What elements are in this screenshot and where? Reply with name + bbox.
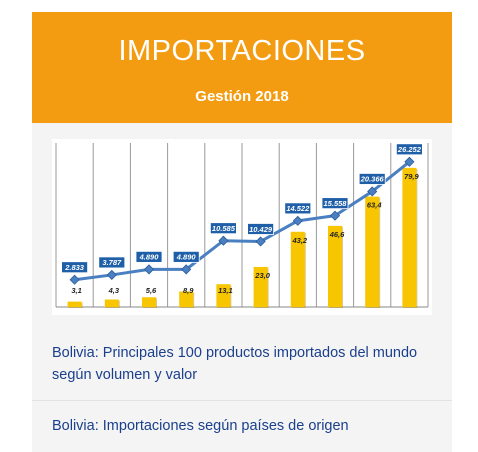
bar-value-label: 3,1: [71, 286, 81, 295]
line-value-label: 20.366: [360, 175, 385, 184]
link-imports-by-country[interactable]: Bolivia: Importaciones según países de o…: [52, 418, 349, 434]
line-point: [143, 264, 155, 275]
line-label-box: [98, 256, 126, 269]
line-point: [329, 210, 341, 221]
page-subtitle: Gestión 2018: [195, 88, 289, 105]
line-value-label: 2.833: [64, 263, 85, 272]
line-label-box: [209, 222, 237, 235]
line-label-box: [61, 261, 89, 274]
line-value-label: 26.252: [397, 145, 422, 154]
series-line: [74, 160, 411, 282]
card-header: IMPORTACIONES Gestión 2018: [32, 12, 452, 123]
line-label-box: [358, 173, 386, 185]
imports-chart: 3,1 4,3 5,6 8,9 13,1 23,0 43,2 46,6 63,4 79,9 2.83…: [52, 139, 432, 315]
bar: [328, 225, 342, 307]
bar: [216, 284, 231, 307]
line-value-label: 3.787: [102, 258, 122, 267]
line-point: [69, 274, 80, 285]
bar-value-label: 46,6: [329, 230, 345, 239]
line-point: [181, 264, 192, 275]
line-point: [218, 235, 229, 246]
line-label-box: [135, 250, 163, 263]
bar-value-label: 43,2: [291, 236, 307, 245]
line-point: [367, 186, 378, 197]
bar-value-label: 79,9: [404, 172, 419, 181]
line-label-box: [172, 250, 200, 263]
page-title: IMPORTACIONES: [118, 35, 366, 67]
line-value-label: 14.522: [286, 204, 310, 213]
link-top-100-products[interactable]: Bolivia: Principales 100 productos impor…: [52, 345, 418, 383]
line-value-label: 10.585: [212, 224, 236, 233]
bar: [104, 299, 119, 307]
bar-value-label: 5,6: [146, 286, 157, 295]
line-value-label: 10.429: [249, 225, 273, 234]
bar: [142, 297, 156, 307]
line-label-box: [395, 143, 423, 156]
divider: [32, 400, 452, 401]
bar-value-label: 23,0: [254, 271, 270, 280]
line-point: [404, 156, 415, 167]
line-value-label: 4.890: [139, 253, 160, 262]
bar: [67, 301, 82, 307]
line-point: [106, 269, 117, 280]
bar: [365, 196, 380, 307]
line-value-label: 15.558: [324, 199, 348, 208]
line-label-box: [321, 197, 349, 210]
bar-value-label: 4,3: [108, 286, 120, 295]
bar-value-label: 63,4: [367, 201, 382, 210]
line-label-box: [284, 202, 312, 215]
bar: [402, 167, 417, 307]
bar: [179, 291, 194, 307]
line-point: [255, 236, 266, 247]
bar-value-label: 13,1: [218, 286, 233, 295]
chart-svg: 3,1 4,3 5,6 8,9 13,1 23,0 43,2 46,6 63,4 79,9 2.83…: [55, 143, 429, 308]
bar-value-label: 8,9: [183, 286, 194, 295]
bar: [253, 266, 268, 307]
line-point: [292, 215, 303, 226]
line-value-label: 4.890: [176, 253, 197, 262]
line-label-box: [247, 223, 275, 235]
bar: [290, 231, 305, 307]
imports-card: IMPORTACIONES Gestión 2018 3,1 4,3 5,6 8,9 1…: [32, 12, 452, 452]
